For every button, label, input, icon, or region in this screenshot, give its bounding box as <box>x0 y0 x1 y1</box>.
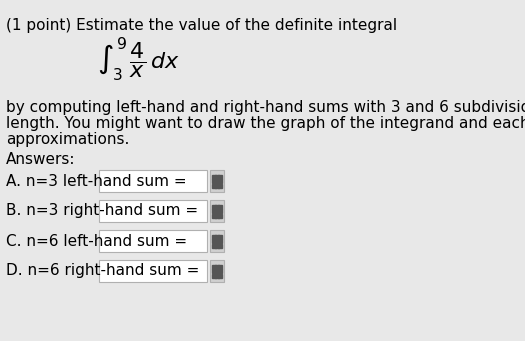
FancyBboxPatch shape <box>99 200 207 222</box>
FancyBboxPatch shape <box>99 260 207 282</box>
Text: by computing left-hand and right-hand sums with 3 and 6 subdivisions of equal: by computing left-hand and right-hand su… <box>6 100 525 115</box>
FancyBboxPatch shape <box>211 260 224 282</box>
Text: approximations.: approximations. <box>6 132 129 147</box>
Text: A. n=3 left-hand sum =: A. n=3 left-hand sum = <box>6 174 186 189</box>
Text: length. You might want to draw the graph of the integrand and each of your: length. You might want to draw the graph… <box>6 116 525 131</box>
Text: B. n=3 right-hand sum =: B. n=3 right-hand sum = <box>6 204 198 219</box>
FancyBboxPatch shape <box>211 200 224 222</box>
FancyBboxPatch shape <box>99 170 207 192</box>
FancyBboxPatch shape <box>211 170 224 192</box>
Text: D. n=6 right-hand sum =: D. n=6 right-hand sum = <box>6 264 200 279</box>
Text: C. n=6 left-hand sum =: C. n=6 left-hand sum = <box>6 234 187 249</box>
FancyBboxPatch shape <box>99 230 207 252</box>
Text: (1 point) Estimate the value of the definite integral: (1 point) Estimate the value of the defi… <box>6 18 397 33</box>
Text: $\int_3^9\,\dfrac{4}{x}\,dx$: $\int_3^9\,\dfrac{4}{x}\,dx$ <box>97 35 180 83</box>
Text: Answers:: Answers: <box>6 152 76 167</box>
FancyBboxPatch shape <box>211 230 224 252</box>
